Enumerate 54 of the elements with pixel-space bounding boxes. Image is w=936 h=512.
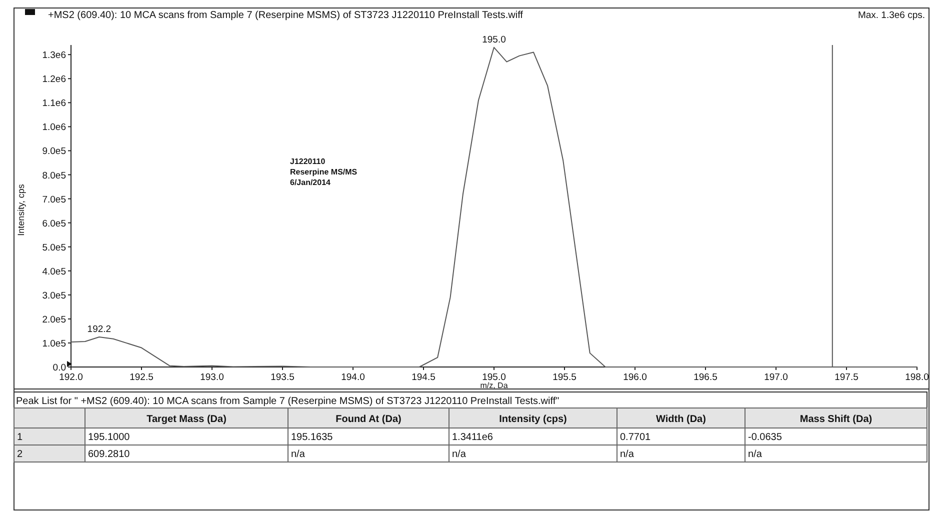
x-tick-label: 195.5 — [552, 372, 576, 383]
text: 195.1000 — [88, 432, 130, 443]
y-tick-label: 1.2e6 — [42, 74, 66, 86]
annotation: J1220110 — [290, 157, 326, 166]
text: Peak List for " +MS2 (609.40): 10 MCA scans from Sample 7 (Reserpine MSMS) of ST3723 J1220110 PreInstall Tests.wiff" — [16, 396, 560, 407]
category-label: Mass Shift (Da) — [800, 414, 872, 425]
x-tick-label: 196.0 — [623, 372, 647, 383]
y-tick-label: 8.0e5 — [42, 170, 66, 182]
category-label: Intensity (cps) — [499, 414, 567, 425]
y-tick-label: 4.0e5 — [42, 266, 66, 278]
y-tick-label: 9.0e5 — [42, 146, 66, 158]
y-tick-label: 7.0e5 — [42, 194, 66, 206]
x-tick-label: 193.5 — [270, 372, 294, 383]
y-tick-label: 1.3e6 — [42, 50, 66, 62]
y-tick-label: 1.0e5 — [42, 338, 66, 350]
text: 609.2810 — [88, 449, 130, 460]
x-tick-label: 198.0 — [905, 372, 929, 383]
text: 1.3411e6 — [452, 432, 493, 443]
x-tick-label: 194.0 — [341, 372, 365, 383]
annotation: 192.2 — [87, 324, 112, 335]
text: n/a — [748, 449, 762, 460]
text: 195.1635 — [291, 432, 333, 443]
x-tick-label: 195.0 — [482, 372, 506, 383]
y-tick-label: 1.0e6 — [42, 122, 66, 134]
text: n/a — [291, 449, 305, 460]
chart-title: +MS2 (609.40): 10 MCA scans from Sample 7 (Reserpine MSMS) of ST3723 J1220110 PreInstall Tests.wiff — [48, 10, 524, 21]
text: -0.0635 — [748, 432, 782, 443]
x-tick-label: 194.5 — [412, 372, 436, 383]
x-tick-label: 197.5 — [834, 372, 858, 383]
x-tick-label: 197.0 — [764, 372, 788, 383]
x-axis-title: m/z, Da — [480, 381, 508, 390]
text: n/a — [452, 449, 466, 460]
text: 0.7701 — [620, 432, 651, 443]
annotation: 6/Jan/2014 — [290, 178, 332, 187]
text: Max. 1.3e6 cps. — [858, 10, 925, 21]
text: n/a — [620, 449, 634, 460]
annotation: 195.0 — [482, 34, 506, 46]
y-tick-label: 2.0e5 — [42, 314, 66, 326]
category-label: 2 — [17, 449, 23, 460]
category-label: 1 — [17, 432, 23, 443]
y-tick-label: 1.1e6 — [42, 98, 66, 110]
category-label: Found At (Da) — [336, 414, 402, 425]
y-tick-label: 5.0e5 — [42, 242, 66, 254]
category-label: Width (Da) — [656, 414, 706, 425]
y-tick-label: 3.0e5 — [42, 290, 66, 302]
x-tick-label: 192.0 — [59, 372, 83, 383]
category-label: Target Mass (Da) — [146, 414, 226, 425]
x-tick-label: 192.5 — [130, 372, 154, 383]
y-axis-title: Intensity, cps — [16, 184, 26, 236]
annotation: Reserpine MS/MS — [290, 168, 358, 176]
y-tick-label: 6.0e5 — [42, 218, 66, 230]
y-tick-label: 0.0 — [52, 362, 66, 374]
x-tick-label: 196.5 — [694, 372, 718, 383]
x-tick-label: 193.0 — [200, 372, 224, 383]
